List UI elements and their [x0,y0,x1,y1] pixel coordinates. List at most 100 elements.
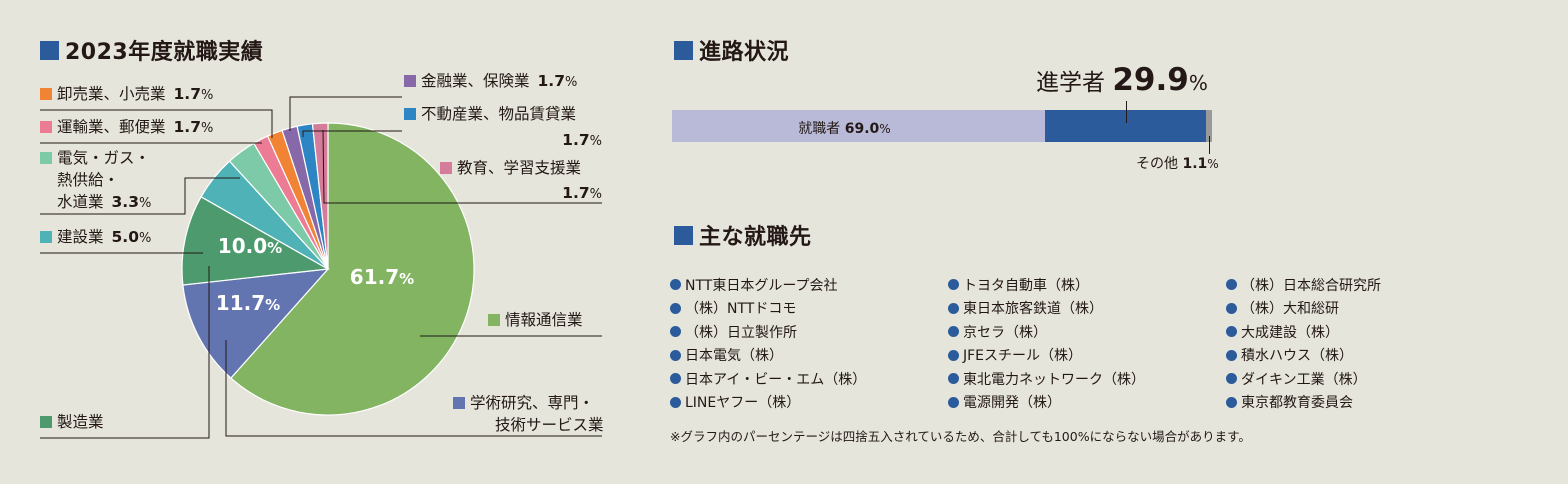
pie-inside-label: 10.0% [218,234,282,258]
legend-label: 水道業 3.3% [57,193,151,211]
bullet-dot-icon [948,302,959,314]
legend-item-manufacturing: 製造業 [40,413,104,431]
employer-name: 東北電力ネットワーク（株） [963,371,1145,388]
rounding-note: ※グラフ内のパーセンテージは四捨五入されているため、合計しても100%にならない… [670,429,1251,444]
bar-label-further-study: 進学者 29.9% [1036,62,1208,98]
bullet-dot-icon [948,373,959,385]
leader-line [40,109,273,138]
bullet-dot-icon [1226,349,1237,361]
employer-name: 東日本旅客鉄道（株） [963,301,1103,318]
legend-label: 情報通信業 [505,311,583,329]
bullet-dot-icon [670,326,681,338]
stacked-bar [672,110,1212,142]
employer-item: 京セラ（株） [948,322,1226,342]
heading-square-icon [674,225,693,245]
employer-name: 京セラ（株） [963,324,1047,341]
pie-inside-label: 11.7% [216,291,280,315]
employer-name: 積水ハウス（株） [1241,348,1353,365]
legend-label: 電気・ガス・ [57,149,150,167]
legend-swatch [404,75,416,87]
employer-item: （株）NTTドコモ [670,299,948,319]
bullet-dot-icon [948,349,959,361]
employer-item: 日本アイ・ビー・エム（株） [670,369,948,389]
bar-segment [1044,110,1207,142]
employer-list: NTT東日本グループ会社 トヨタ自動車（株） （株）日本総合研究所 （株）NTTドコモ… [670,275,1550,412]
employer-item: 大成建設（株） [1226,322,1504,342]
bar-segment [1206,110,1212,142]
legend-swatch [40,416,52,428]
career-status-title: 進路状況 [699,40,790,65]
pie-slice [181,195,330,286]
pie-slice [182,268,330,379]
employer-name: トヨタ自動車（株） [963,277,1089,294]
legend-swatch [488,314,500,326]
employer-item: 東北電力ネットワーク（株） [948,369,1226,389]
bullet-dot-icon [670,373,681,385]
employer-name: （株）NTTドコモ [685,301,797,318]
legend-item-transport: 運輸業、郵便業 1.7% [40,118,213,136]
bar-label-other: その他 1.1% [1136,156,1219,172]
legend-label: 金融業、保険業 1.7% [421,72,577,90]
bullet-dot-icon [948,326,959,338]
bullet-dot-icon [1226,279,1237,291]
legend-item-utilities: 電気・ガス・熱供給・水道業 3.3% [40,149,151,211]
legend-label: 熱供給・ [57,171,119,189]
other-leader-line [1209,136,1210,154]
employer-item: （株）日本総合研究所 [1226,275,1504,295]
legend-item-construction: 建設業 5.0% [40,228,151,246]
legend-value: 1.7% [562,131,602,149]
employer-item: 東京都教育委員会 [1226,393,1504,413]
bullet-dot-icon [1226,373,1237,385]
bullet-dot-icon [948,279,959,291]
main-employers-heading: 主な就職先 [674,219,812,251]
leader-line [322,129,602,204]
legend-swatch [404,108,416,120]
bullet-dot-icon [670,279,681,291]
employer-name: 大成建設（株） [1241,324,1339,341]
bullet-dot-icon [948,396,959,408]
legend-item-research: 学術研究、専門・技術サービス業 [453,394,604,434]
legend-label: 建設業 5.0% [57,228,151,246]
legend-label: 教育、学習支援業 [457,159,581,177]
legend-swatch [40,152,52,164]
employer-item: JFEスチール（株） [948,346,1226,366]
heading-square-icon [674,40,693,60]
employer-name: ダイキン工業（株） [1241,371,1367,388]
legend-label: 卸売業、小売業 1.7% [57,85,213,103]
legend-swatch [440,162,452,174]
career-status-heading: 進路状況 [674,34,789,66]
pie-slice [311,122,329,270]
main-employers-title: 主な就職先 [699,225,812,250]
leader-line [40,177,240,215]
legend-item-it: 情報通信業 [488,311,583,329]
leader-line [289,96,402,131]
legend-label: 不動産業、物品賃貸業 [421,105,576,123]
employer-name: JFEスチール（株） [963,348,1083,365]
employer-item: 電源開発（株） [948,393,1226,413]
legend-item-education: 教育、学習支援業 1.7% [440,159,602,202]
bullet-dot-icon [670,302,681,314]
employer-name: 電源開発（株） [963,395,1061,412]
employer-item: （株）大和総研 [1226,299,1504,319]
employment-results-title: 2023年度就職実績 [65,40,264,65]
bar-label-employed: 就職者 69.0% [798,121,891,137]
employer-name: （株）日立製作所 [685,324,797,341]
legend-item-realestate: 不動産業、物品賃貸業 1.7% [404,105,602,149]
legend-label: 学術研究、専門・ [470,394,594,412]
legend-label: 運輸業、郵便業 1.7% [57,118,213,136]
leader-line [225,340,602,437]
employer-item: 東日本旅客鉄道（株） [948,299,1226,319]
bullet-dot-icon [1226,396,1237,408]
bullet-dot-icon [670,396,681,408]
employer-name: NTT東日本グループ会社 [685,277,838,294]
legend-swatch [40,121,52,133]
employer-name: （株）大和総研 [1241,301,1339,318]
legend-value: 1.7% [562,184,602,202]
bullet-dot-icon [1226,326,1237,338]
legend-swatch [40,231,52,243]
bar-segment [672,110,1045,142]
employer-name: （株）日本総合研究所 [1241,277,1381,294]
heading-square-icon [40,40,59,60]
employer-item: NTT東日本グループ会社 [670,275,948,295]
employer-name: 日本アイ・ビー・エム（株） [685,371,867,388]
